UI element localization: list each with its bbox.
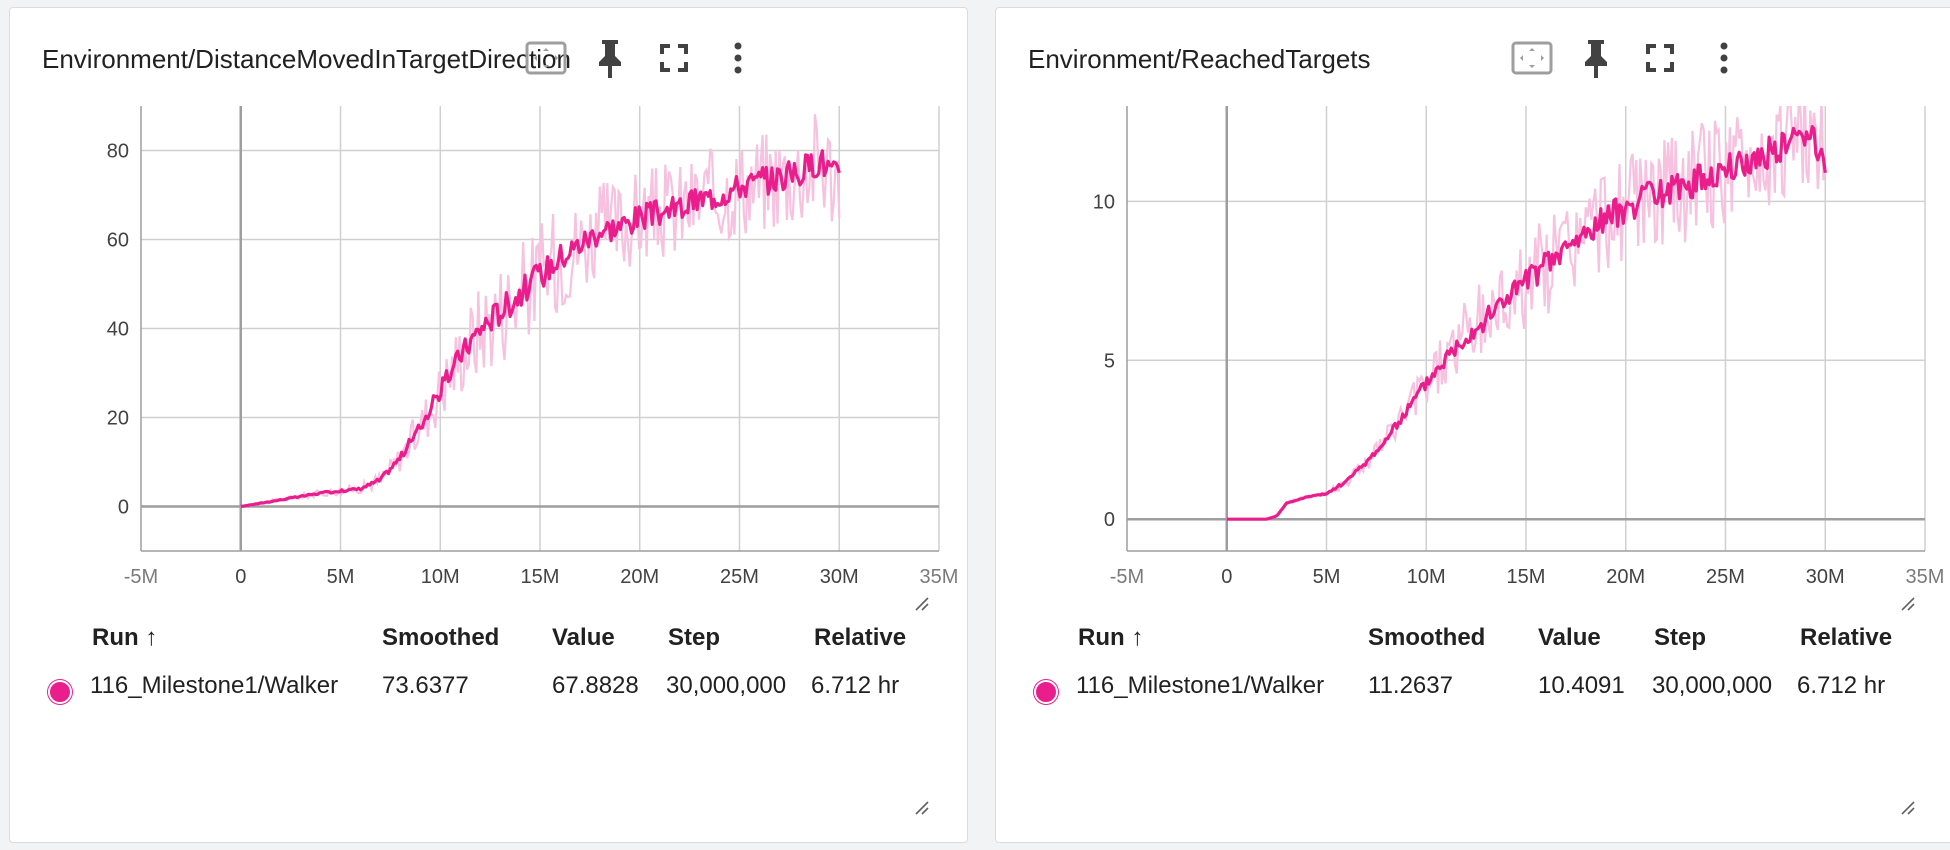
line-chart[interactable]: -5M 0 5M 10M 15M 20M 25M 30M 35M 0 20 40 60 80 [10,8,969,628]
more-vert-icon[interactable] [1702,36,1746,80]
pin-icon[interactable] [588,36,632,80]
raw-value: 67.8828 [552,672,639,699]
y-tick-label: 10 [1093,191,1115,213]
run-color-dot [48,680,72,704]
x-tick-label: 5M [1313,566,1341,588]
resize-chart-icon[interactable] [1898,594,1918,614]
chart-area[interactable]: -5M 0 5M 10M 15M 20M 25M 30M 35M 0 5 10 [996,8,1950,628]
run-color-dot [1034,680,1058,704]
line-chart[interactable]: -5M 0 5M 10M 15M 20M 25M 30M 35M 0 5 10 [996,8,1950,628]
x-tick-label: 20M [620,566,659,588]
x-tick-label: 35M [1906,566,1945,588]
fit-domain-icon[interactable] [524,36,568,80]
y-tick-label: 0 [1104,509,1115,531]
x-tick-label: 10M [1407,566,1446,588]
col-header-value[interactable]: Value [552,624,615,651]
run-name: 116_Milestone1/Walker [90,672,339,699]
x-tick-label: 30M [1806,566,1845,588]
col-header-run[interactable]: Run ↑ [1078,624,1144,651]
more-vert-icon[interactable] [716,36,760,80]
x-tick-label: 15M [521,566,560,588]
step-value: 30,000,000 [666,672,787,699]
x-tick-label: 25M [1706,566,1745,588]
col-header-value[interactable]: Value [1538,624,1601,651]
fit-domain-icon[interactable] [1510,36,1554,80]
x-tick-label: 10M [421,566,460,588]
y-tick-label: 20 [107,408,129,430]
series-smoothed-line [240,149,841,509]
x-tick-label: 0 [1221,566,1232,588]
x-tick-label: 20M [1606,566,1645,588]
smoothed-value: 11.2637 [1368,672,1453,699]
chart-card-distance: Environment/DistanceMovedInTargetDirecti… [9,7,968,843]
x-tick-label: -5M [124,566,158,588]
fullscreen-icon[interactable] [652,36,696,80]
raw-value: 10.4091 [1538,672,1625,699]
fullscreen-icon[interactable] [1638,36,1682,80]
x-tick-label: 30M [820,566,859,588]
step-value: 30,000,000 [1652,672,1773,699]
y-tick-label: 40 [107,319,129,341]
y-tick-label: 5 [1104,350,1115,372]
x-tick-label: -5M [1110,566,1144,588]
chart-card-reached-targets: Environment/ReachedTargets -5M 0 5M 10M 15M 2… [995,7,1950,843]
card-title: Environment/DistanceMovedInTargetDirecti… [42,44,571,74]
chart-area[interactable]: -5M 0 5M 10M 15M 20M 25M 30M 35M 0 20 40 60 80 [10,8,969,628]
resize-card-icon[interactable] [1898,798,1918,818]
run-name: 116_Milestone1/Walker [1076,672,1325,699]
series-smoothed-line [1226,125,1827,521]
series-group [1226,106,1827,521]
y-tick-label: 60 [107,230,129,252]
col-header-relative[interactable]: Relative [814,624,907,651]
series-group [240,114,841,509]
col-header-smoothed[interactable]: Smoothed [1368,624,1486,651]
x-tick-label: 0 [235,566,246,588]
smoothed-value: 73.6377 [382,672,469,699]
x-tick-label: 35M [920,566,959,588]
y-tick-label: 80 [107,141,129,163]
x-tick-label: 15M [1507,566,1546,588]
col-header-smoothed[interactable]: Smoothed [382,624,500,651]
col-header-run[interactable]: Run ↑ [92,624,158,651]
col-header-step[interactable]: Step [1654,624,1707,651]
y-tick-label: 0 [118,497,129,519]
relative-value: 6.712 hr [811,672,900,699]
x-tick-label: 25M [720,566,759,588]
relative-value: 6.712 hr [1797,672,1886,699]
resize-chart-icon[interactable] [912,594,932,614]
pin-icon[interactable] [1574,36,1618,80]
col-header-step[interactable]: Step [668,624,721,651]
card-title: Environment/ReachedTargets [1028,44,1371,74]
resize-card-icon[interactable] [912,798,932,818]
x-tick-label: 5M [327,566,355,588]
col-header-relative[interactable]: Relative [1800,624,1893,651]
